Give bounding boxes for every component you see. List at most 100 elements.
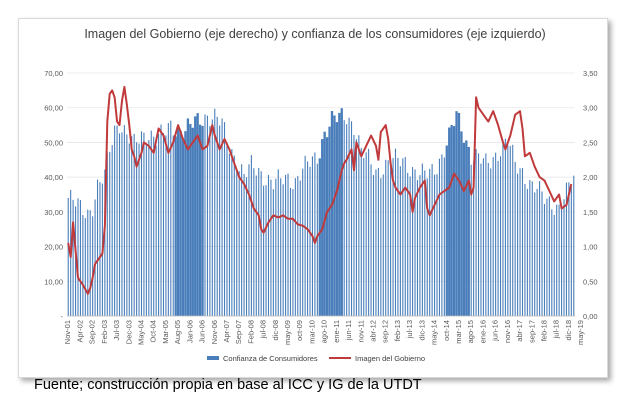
bar: [174, 136, 177, 316]
bar: [292, 189, 294, 316]
bar: [307, 161, 309, 316]
bar: [189, 123, 192, 316]
x-tick-label: Jun-06: [198, 320, 207, 343]
bar: [512, 144, 514, 316]
x-tick-label: jul-13: [405, 320, 414, 339]
bar: [443, 157, 445, 316]
bar: [309, 166, 311, 316]
bar: [541, 191, 543, 316]
x-tick-label: Nov-01: [63, 320, 72, 344]
bar: [377, 167, 379, 316]
bar: [370, 164, 372, 316]
x-tick-label: dic-08: [271, 320, 280, 340]
bar: [204, 114, 206, 316]
bar: [365, 152, 367, 316]
bar: [475, 149, 477, 316]
bar: [390, 167, 392, 316]
bar: [368, 148, 370, 316]
x-tick-label: Apr-07: [222, 320, 231, 343]
bar: [558, 204, 560, 316]
x-tick-label: may-14: [430, 320, 439, 345]
y-right-tick-label: 0,00: [583, 312, 598, 321]
bar: [514, 161, 516, 316]
bar: [436, 174, 438, 316]
bar: [363, 158, 365, 316]
bar: [407, 172, 409, 316]
bar: [399, 166, 401, 316]
x-tick-label: jul-18: [552, 320, 561, 339]
bar: [106, 152, 108, 316]
bar: [539, 181, 541, 316]
bar: [452, 126, 456, 316]
bar: [87, 209, 89, 316]
legend-swatch-bars: [207, 356, 219, 360]
bar: [487, 162, 489, 316]
bar: [209, 126, 211, 316]
y-right-tick-label: 2,50: [583, 138, 598, 147]
bar: [521, 167, 524, 316]
bar: [330, 110, 334, 316]
bar: [517, 173, 519, 316]
bar: [434, 174, 436, 316]
bar: [267, 174, 270, 316]
bar: [529, 180, 531, 316]
x-tick-label: Jul-03: [112, 320, 121, 340]
bar: [109, 151, 111, 316]
bar: [167, 123, 169, 316]
bar: [556, 204, 558, 316]
bar: [258, 167, 260, 316]
bar: [355, 139, 357, 316]
y-right-tick-label: 3,00: [583, 104, 598, 113]
bar: [145, 144, 147, 316]
line-series: [67, 85, 573, 295]
bar: [231, 148, 233, 316]
bar: [219, 125, 221, 317]
bar: [153, 136, 155, 316]
bar: [412, 167, 414, 316]
bar: [114, 125, 116, 316]
bar-series: [67, 108, 575, 317]
bar: [176, 126, 180, 316]
bar: [236, 170, 238, 316]
bar: [570, 187, 572, 316]
bar: [465, 140, 468, 316]
bar: [360, 147, 362, 316]
bar: [191, 127, 194, 316]
bar: [104, 169, 106, 316]
bar: [477, 153, 480, 316]
bar: [536, 188, 538, 316]
bar: [492, 157, 494, 316]
bar: [429, 168, 431, 316]
x-tick-label: Sep-07: [234, 320, 243, 344]
x-tick-label: Feb-08: [246, 320, 255, 344]
y-right-tick-label: 1,50: [583, 208, 598, 217]
x-tick-label: Apr-02: [75, 320, 84, 343]
bar: [211, 119, 213, 316]
bar: [140, 131, 143, 316]
bar: [548, 196, 550, 316]
bar: [382, 174, 384, 316]
y-left-tick-label: 30,00: [44, 208, 63, 217]
x-tick-label: dic-13: [417, 320, 426, 340]
bar: [409, 176, 411, 316]
bar: [470, 164, 472, 316]
x-tick-label: sep-17: [527, 320, 536, 343]
bar: [335, 122, 339, 316]
bar: [148, 140, 150, 316]
y-right-tick-label: 3,50: [583, 69, 598, 78]
bar: [318, 158, 321, 316]
bar: [421, 163, 423, 316]
bar: [143, 132, 145, 316]
bar: [196, 113, 199, 316]
bar: [294, 178, 296, 316]
bar: [116, 125, 118, 316]
bar: [181, 139, 185, 316]
bar: [546, 198, 548, 316]
x-tick-label: feb-18: [539, 320, 548, 341]
x-tick-label: Oct-04: [149, 320, 158, 343]
bar: [573, 175, 575, 316]
source-caption: Fuente; construcción propia en base al I…: [34, 377, 422, 393]
bar: [519, 168, 521, 316]
bar: [138, 143, 140, 316]
bar: [121, 132, 123, 316]
